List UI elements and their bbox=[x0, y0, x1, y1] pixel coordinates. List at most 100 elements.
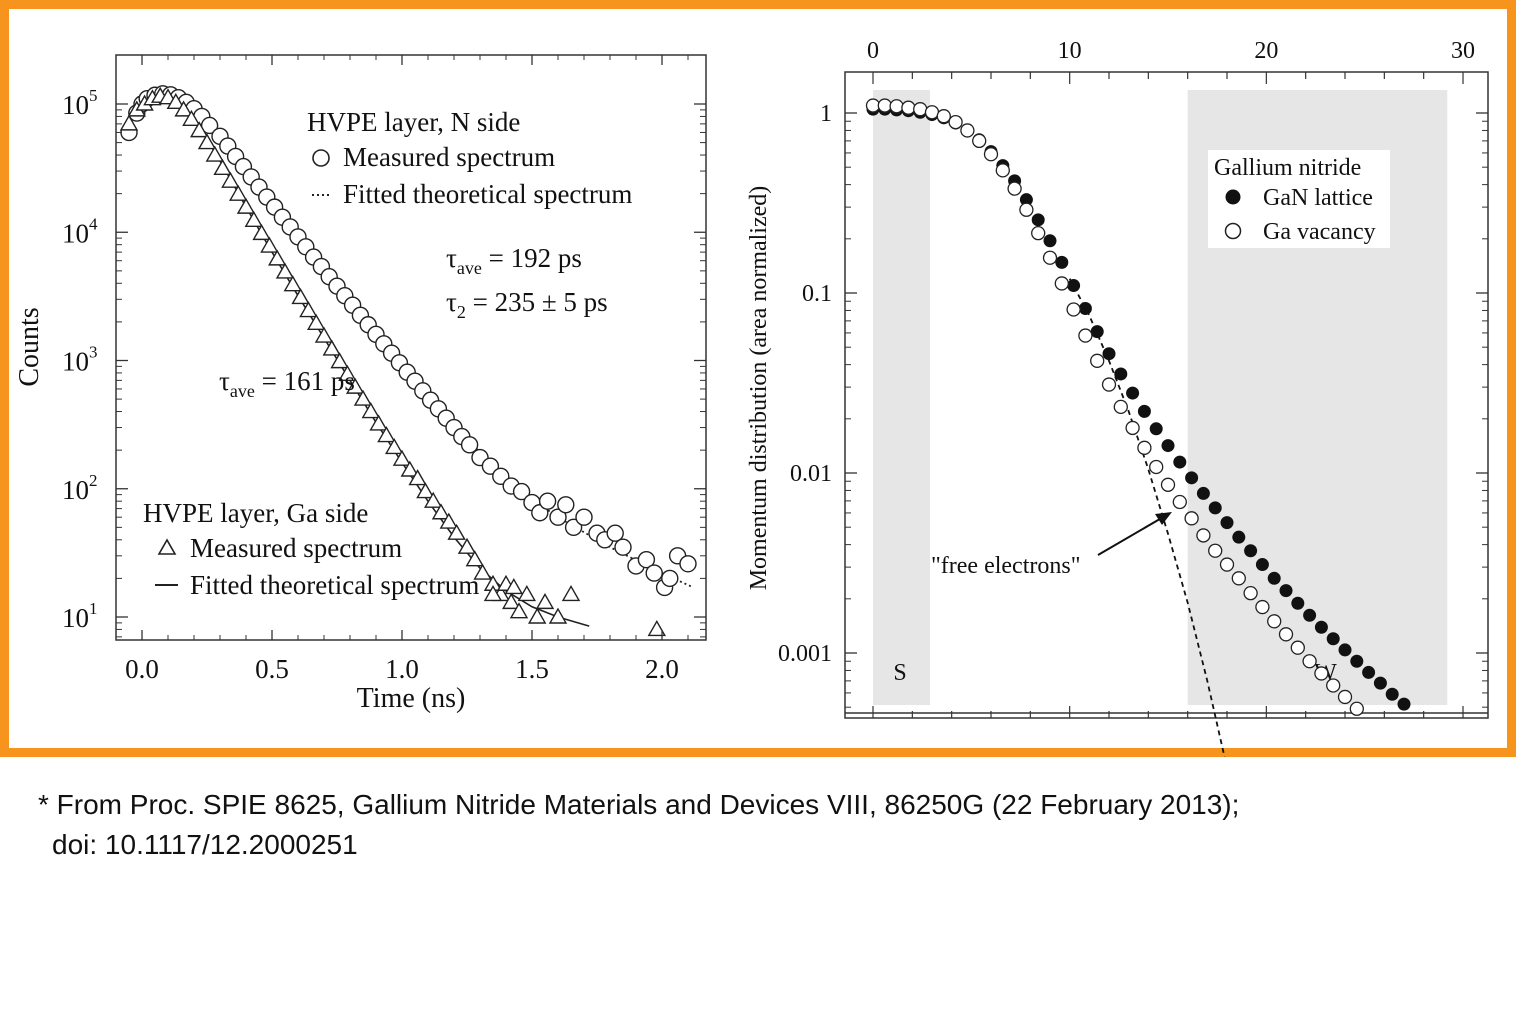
vacancy-point bbox=[1054, 276, 1069, 291]
n-measured-point bbox=[512, 482, 531, 501]
lattice-point bbox=[1196, 486, 1210, 500]
n-measured-point bbox=[575, 508, 593, 526]
ga-measured-point bbox=[423, 491, 443, 508]
vacancy-point bbox=[1031, 226, 1046, 241]
n-measured-point bbox=[645, 564, 663, 582]
ga-measured-point bbox=[465, 550, 485, 567]
right-x-tick-label: 20 bbox=[1254, 38, 1278, 64]
lattice-point bbox=[1314, 620, 1328, 634]
caption-line-2: doi: 10.1117/12.2000251 bbox=[52, 829, 358, 860]
ga-measured-point bbox=[361, 402, 381, 419]
vacancy-point bbox=[1196, 528, 1211, 543]
ga-measured-point bbox=[377, 426, 396, 443]
lattice-point bbox=[1397, 697, 1411, 711]
vacancy-point bbox=[1090, 353, 1105, 368]
ga-measured-point bbox=[517, 585, 537, 602]
free-electrons-annotation: "free electrons" bbox=[931, 553, 1081, 579]
legend-vacancy-marker bbox=[1224, 222, 1242, 240]
vacancy-point bbox=[1243, 586, 1258, 601]
right-y-tick-label: 1 bbox=[820, 101, 832, 127]
ga-measured-point bbox=[509, 602, 529, 619]
legend-n-measured-label: Measured spectrum bbox=[343, 142, 555, 172]
lattice-point bbox=[1102, 347, 1116, 361]
lattice-point bbox=[1090, 325, 1104, 339]
left-y-tick-label: 105 bbox=[62, 86, 98, 120]
lattice-point bbox=[1114, 367, 1128, 381]
legend-n-title: HVPE layer, N side bbox=[307, 107, 520, 137]
ga-measured-point bbox=[416, 482, 435, 499]
vacancy-point bbox=[913, 102, 928, 117]
vacancy-point bbox=[1125, 420, 1140, 436]
n-measured-point bbox=[614, 538, 632, 556]
lattice-point bbox=[1220, 516, 1234, 530]
vacancy-point bbox=[1314, 666, 1329, 681]
ga-measured-point bbox=[283, 275, 303, 292]
left-y-tick-label: 102 bbox=[62, 471, 98, 505]
vacancy-point bbox=[865, 98, 881, 113]
lattice-point bbox=[1373, 676, 1387, 690]
lattice-point bbox=[1232, 530, 1246, 544]
ga-measured-point bbox=[213, 158, 232, 176]
ga-measured-point bbox=[260, 236, 279, 253]
ga-measured-point bbox=[447, 523, 466, 540]
ga-measured-point bbox=[299, 301, 318, 318]
legend-n-fitted-label: Fitted theoretical spectrum bbox=[343, 179, 632, 209]
vacancy-point bbox=[1149, 459, 1164, 475]
left-x-tick-label: 0.5 bbox=[255, 654, 289, 684]
lattice-point bbox=[1362, 665, 1376, 679]
ga-measured-point bbox=[322, 339, 342, 356]
left-ylabel: Counts bbox=[14, 307, 45, 386]
vacancy-point bbox=[1066, 302, 1081, 317]
ga-measured-point bbox=[221, 171, 240, 188]
vacancy-point bbox=[960, 123, 975, 138]
right-x-tick-label: 10 bbox=[1058, 38, 1082, 64]
region-label-s: S bbox=[893, 660, 906, 686]
free-electrons-curve bbox=[1068, 278, 1226, 757]
ga-measured-point bbox=[483, 585, 503, 602]
free-electrons-arrowhead bbox=[1155, 512, 1172, 525]
lattice-point bbox=[1185, 471, 1199, 485]
annotation-n-tau-ave: τave = 192 ps bbox=[446, 243, 582, 278]
vacancy-point bbox=[983, 147, 999, 162]
vacancy-point bbox=[1255, 599, 1270, 615]
vacancy-point bbox=[936, 109, 951, 124]
vacancy-point bbox=[1160, 477, 1176, 492]
ga-measured-point bbox=[501, 592, 521, 610]
ga-measured-point bbox=[338, 364, 357, 382]
left-y-tick-label: 103 bbox=[62, 343, 98, 377]
vacancy-point bbox=[1267, 614, 1282, 629]
ga-measured-point bbox=[275, 262, 295, 279]
ga-measured-point bbox=[267, 249, 287, 266]
ga-measured-point bbox=[205, 145, 225, 162]
vacancy-point bbox=[889, 99, 904, 114]
vacancy-point bbox=[1278, 627, 1294, 642]
right-x-tick-label: 30 bbox=[1451, 38, 1475, 64]
caption-line-1: * From Proc. SPIE 8625, Gallium Nitride … bbox=[38, 789, 1240, 820]
ga-measured-point bbox=[345, 377, 365, 394]
lattice-point bbox=[1255, 558, 1269, 572]
lattice-point bbox=[1208, 501, 1222, 515]
right-y-tick-label: 0.1 bbox=[802, 281, 832, 307]
ga-measured-point bbox=[535, 592, 555, 610]
vacancy-point bbox=[1019, 202, 1034, 217]
lattice-point bbox=[1031, 213, 1045, 227]
right-y-tick-label: 0.01 bbox=[790, 461, 832, 487]
vacancy-point bbox=[924, 105, 940, 120]
legend-n-measured-marker bbox=[312, 149, 330, 167]
vacancy-point bbox=[1042, 250, 1058, 265]
vacancy-point bbox=[1172, 494, 1187, 510]
ga-measured-point bbox=[384, 438, 404, 455]
vacancy-point bbox=[1101, 377, 1117, 392]
positron-lifetime-chart: 0.0 0.5 1.0 1.5 2.0 105 104 103 102 101 Counts Ti… bbox=[14, 54, 707, 714]
legend-ga-measured-label: Measured spectrum bbox=[190, 533, 402, 563]
free-electrons-arrow bbox=[1097, 515, 1166, 556]
lattice-point bbox=[1067, 279, 1081, 293]
vacancy-point bbox=[901, 100, 916, 115]
ga-measured-point bbox=[408, 469, 427, 486]
n-measured-point bbox=[481, 457, 500, 475]
right-ylabel: Momentum distribution (area normalized) bbox=[746, 186, 772, 591]
ga-measured-point bbox=[504, 578, 524, 595]
ga-measured-point bbox=[228, 184, 248, 201]
